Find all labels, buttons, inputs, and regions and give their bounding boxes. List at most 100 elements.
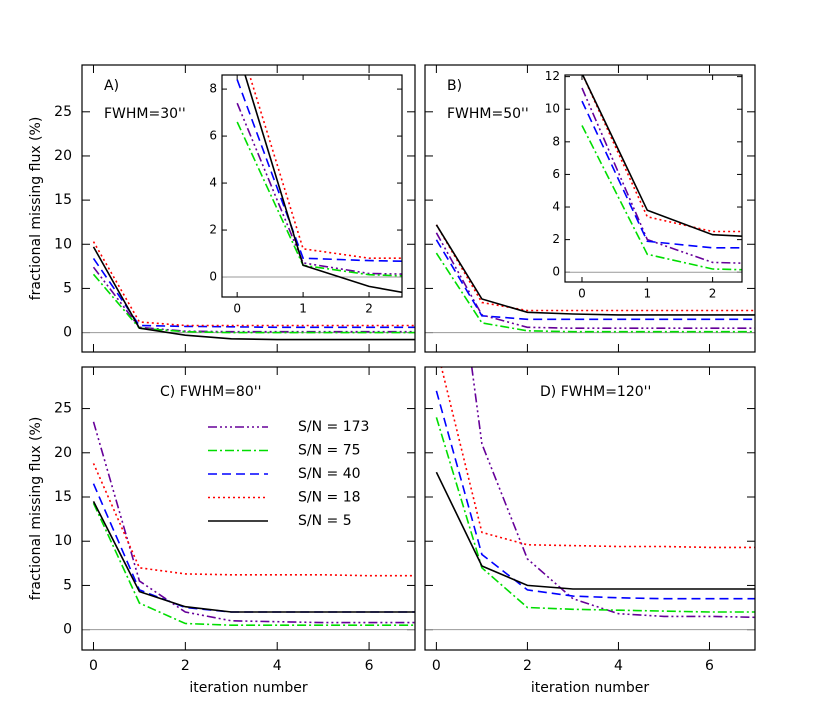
x-tick-label: 6 [705,658,714,674]
y-tick-label: 0 [63,622,72,638]
plot-frame [424,64,756,353]
series-line [435,390,755,600]
x-tick-label: 0 [578,287,586,301]
annotation: FWHM=30'' [104,106,186,122]
y-axis-label: fractional missing flux (%) [28,117,44,301]
inset-chart: 0 1 2 0 2 4 6 8 [209,74,403,316]
plot-background [222,75,402,297]
y-tick-label: 10 [545,102,560,116]
x-tick-label: 2 [181,658,190,674]
series-line [435,224,755,312]
series-group [435,367,755,619]
plot-frame [564,74,743,283]
y-tick-label: 10 [54,533,72,549]
series-group [435,224,755,333]
series-line [92,266,415,333]
y-tick-label: 4 [552,200,560,214]
y-axis-label: fractional missing flux (%) [28,417,44,601]
y-tick-label: 0 [552,265,560,279]
y-tick-label: 8 [209,82,217,96]
x-tick-label: 2 [365,302,373,316]
plot-frame [424,366,756,651]
y-tick-label: 6 [552,167,560,181]
x-tick-label: 0 [233,302,241,316]
x-tick-label: 0 [89,658,98,674]
y-tick-label: 25 [54,401,72,417]
y-tick-label: 10 [54,236,72,252]
series-line [581,125,742,271]
series-line [236,121,402,277]
series-line [92,241,415,327]
series-line [581,100,742,249]
y-tick-label: 20 [54,148,72,164]
legend: S/N = 173 S/N = 75 S/N = 40 S/N = 18 S/N = 5 [208,419,369,529]
plot-frame [221,74,403,298]
y-tick-label: 5 [63,280,72,296]
y-tick-label: 20 [54,445,72,461]
series-line [435,239,755,321]
series-line [470,367,755,619]
series-line [581,87,742,264]
series-group [92,421,415,626]
y-tick-label: 0 [209,270,217,284]
annotation: C) FWHM=80'' [160,384,261,400]
y-tick-label: 15 [54,489,72,505]
series-group [236,75,402,294]
chart-panel: 0 2 4 6 0 5 10 15 20 25 C) FWHM=80'' fractional mis… [28,366,416,696]
x-tick-label: 2 [523,658,532,674]
x-tick-label: 4 [273,658,282,674]
series-line [581,75,742,237]
y-tick-label: 25 [54,104,72,120]
x-tick-label: 1 [643,287,651,301]
series-line [435,471,755,590]
x-tick-label: 0 [432,658,441,674]
y-tick-label: 4 [209,176,217,190]
legend-label: S/N = 173 [298,419,369,435]
series-line [92,246,415,341]
y-tick-label: 12 [545,69,560,83]
legend-label: S/N = 40 [298,466,361,482]
y-tick-label: 0 [63,325,72,341]
plot-background [565,75,742,282]
series-line [440,367,755,549]
chart-panel: 0 2 4 6 D) FWHM=120'' iteration number [424,366,756,696]
y-tick-label: 6 [209,129,217,143]
plot-background [425,367,755,650]
series-line [92,502,415,626]
plot-background [82,367,415,650]
plot-frame [81,366,416,651]
series-group [581,75,742,271]
series-line [92,421,415,624]
series-line [92,257,415,329]
legend-label: S/N = 5 [298,513,352,529]
y-tick-label: 5 [63,577,72,593]
x-tick-label: 2 [709,287,717,301]
plot-frame [81,64,416,353]
x-tick-label: 6 [365,658,374,674]
legend-label: S/N = 18 [298,490,361,506]
series-line [435,252,755,333]
series-line [581,75,742,233]
x-tick-label: 4 [614,658,623,674]
y-tick-label: 15 [54,192,72,208]
series-line [248,75,402,259]
legend-label: S/N = 75 [298,443,361,459]
series-line [92,463,415,577]
series-line [244,75,402,294]
x-axis-label: iteration number [531,680,649,696]
annotation: FWHM=50'' [447,106,529,122]
annotation: B) [447,78,462,94]
annotation: D) FWHM=120'' [540,384,651,400]
series-line [92,501,415,613]
x-tick-label: 1 [299,302,307,316]
x-axis-label: iteration number [189,680,307,696]
annotation: A) [104,78,119,94]
series-line [92,273,415,334]
series-group [92,241,415,341]
series-line [435,417,755,613]
series-line [236,102,402,275]
y-tick-label: 2 [552,232,560,246]
series-line [435,232,755,329]
